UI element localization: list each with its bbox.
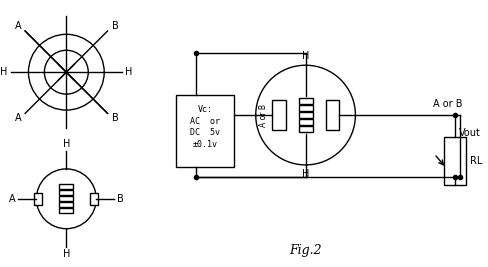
Bar [298, 112, 312, 118]
Bar [271, 100, 285, 130]
Text: Vc:
AC  or
DC  5v
±0.1v: Vc: AC or DC 5v ±0.1v [189, 105, 220, 149]
Text: H: H [301, 169, 308, 179]
Bar [298, 98, 312, 104]
Bar [298, 119, 312, 125]
Bar [59, 196, 73, 201]
Text: Fig.2: Fig.2 [289, 244, 321, 257]
Text: H: H [62, 139, 70, 149]
Bar [176, 95, 233, 167]
Bar [298, 126, 312, 132]
Text: A or B: A or B [432, 99, 462, 109]
Bar [59, 184, 73, 189]
Text: H: H [62, 249, 70, 259]
Bar [34, 193, 42, 205]
Bar [59, 190, 73, 195]
Text: H: H [125, 67, 132, 77]
Bar [298, 105, 312, 111]
Bar [59, 208, 73, 213]
Text: Vout: Vout [458, 128, 480, 138]
Text: B: B [111, 113, 118, 123]
Text: H: H [301, 51, 308, 61]
Text: A: A [15, 113, 21, 123]
Text: RL: RL [469, 156, 482, 166]
Bar [325, 100, 339, 130]
Bar [443, 137, 465, 185]
Text: A or B: A or B [259, 104, 267, 127]
Text: B: B [111, 21, 118, 31]
Bar [90, 193, 98, 205]
Text: A: A [15, 21, 21, 31]
Bar [59, 202, 73, 207]
Text: H: H [0, 67, 7, 77]
Text: B: B [117, 194, 123, 204]
Circle shape [255, 65, 355, 165]
Text: A: A [9, 194, 16, 204]
